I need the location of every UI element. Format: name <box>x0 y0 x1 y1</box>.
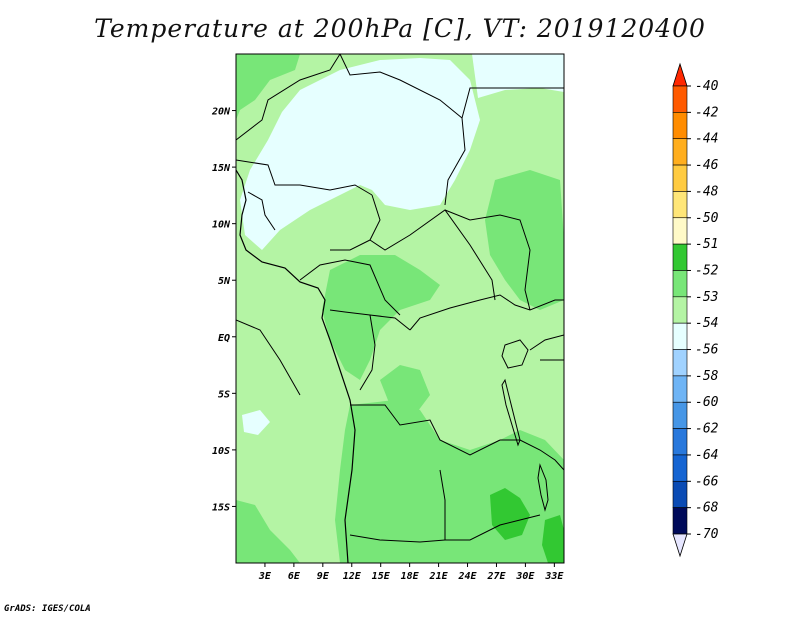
field-region-se-dark <box>542 515 564 563</box>
colorbar-top-arrow <box>672 62 688 87</box>
country-borders <box>236 54 564 543</box>
field-region-ne-cyan <box>472 54 564 98</box>
lake-victoria <box>501 339 529 369</box>
colorbar: -40 -42 -44 -46 -48 -50 -51 -52 -53 -54 -56 -58 -60 -… <box>672 62 719 558</box>
colorbar-bottom-arrow <box>672 533 688 558</box>
colorbar-label: -54 <box>695 316 718 331</box>
lon-tick-label: 33E <box>544 571 564 582</box>
colorbar-label: -46 <box>695 158 719 173</box>
field-region-zambia-dark <box>490 488 530 540</box>
field-region-east-green <box>485 170 564 310</box>
colorbar-label: -62 <box>695 422 719 437</box>
lon-tick-label: 6E <box>288 571 301 582</box>
lon-tick-label: 30E <box>515 571 535 582</box>
footer-credit: GrADS: IGES/COLA <box>4 604 91 614</box>
colorbar-swatch <box>672 454 688 482</box>
field-region-sw-green <box>236 500 300 563</box>
colorbar-label: -53 <box>695 290 718 305</box>
colorbar-label: -50 <box>695 211 719 226</box>
axis-ticks: 3E 6E 9E 12E 15E 18E 21E 24E 27E 30E 33E 20N 15N 10N 5… <box>211 107 564 582</box>
colorbar-swatch <box>672 375 688 403</box>
lat-tick-label: 10S <box>212 446 230 457</box>
lat-tick-label: EQ <box>218 333 230 344</box>
colorbar-label: -48 <box>695 184 719 199</box>
field-region-north-green <box>236 54 300 120</box>
lake-malawi <box>537 463 549 512</box>
colorbar-label: -58 <box>695 369 719 384</box>
lon-tick-label: 9E <box>317 571 330 582</box>
colorbar-label: -68 <box>695 501 719 516</box>
lake-tanganyika <box>501 378 521 447</box>
coastline <box>236 169 356 563</box>
lon-tick-label: 24E <box>457 571 477 582</box>
colorbar-swatch <box>672 217 688 245</box>
lat-tick-label: 10N <box>212 220 231 231</box>
colorbar-swatch <box>672 191 688 219</box>
map-panel <box>236 54 564 563</box>
lon-tick-label: 3E <box>258 571 272 582</box>
colorbar-swatch <box>672 138 688 166</box>
colorbar-swatch <box>672 296 688 324</box>
colorbar-swatch <box>672 164 688 192</box>
field-region-north-cyan <box>240 58 480 250</box>
colorbar-swatch <box>672 401 688 429</box>
field-region-sw-cyan <box>242 410 270 435</box>
colorbar-label: -70 <box>695 527 719 542</box>
lon-tick-label: 21E <box>429 571 449 582</box>
colorbar-swatch <box>672 480 688 508</box>
colorbar-swatch <box>672 270 688 298</box>
lon-tick-label: 27E <box>486 571 506 582</box>
colorbar-swatch <box>672 428 688 456</box>
lat-tick-label: 5N <box>218 276 231 287</box>
colorbar-swatch <box>672 243 688 271</box>
colorbar-label: -42 <box>695 105 719 120</box>
colorbar-swatch <box>672 112 688 140</box>
field-region-central-green <box>322 255 440 380</box>
lat-tick-label: 15S <box>212 502 230 513</box>
map-title: Temperature at 200hPa [C], VT: 201912040… <box>94 14 706 43</box>
lat-tick-label: 20N <box>211 107 231 118</box>
colorbar-swatch <box>672 507 688 535</box>
colorbar-label: -51 <box>695 237 718 252</box>
field-region-west-green <box>380 365 430 418</box>
lon-tick-label: 18E <box>401 571 420 582</box>
colorbar-label: -40 <box>695 79 719 94</box>
lat-tick-label: 15N <box>212 163 231 174</box>
colorbar-label: -60 <box>695 395 719 410</box>
colorbar-label: -52 <box>695 263 719 278</box>
colorbar-label: -56 <box>695 343 719 358</box>
colorbar-label: -44 <box>695 132 718 147</box>
colorbar-swatch <box>672 85 688 113</box>
lat-tick-label: 5S <box>218 389 230 400</box>
colorbar-swatch <box>672 349 688 377</box>
colorbar-label: -66 <box>695 474 719 489</box>
colorbar-swatch <box>672 322 688 350</box>
colorbar-label: -64 <box>695 448 718 463</box>
map-frame <box>235 53 565 564</box>
lon-tick-label: 12E <box>343 571 362 582</box>
lon-tick-label: 15E <box>372 571 391 582</box>
